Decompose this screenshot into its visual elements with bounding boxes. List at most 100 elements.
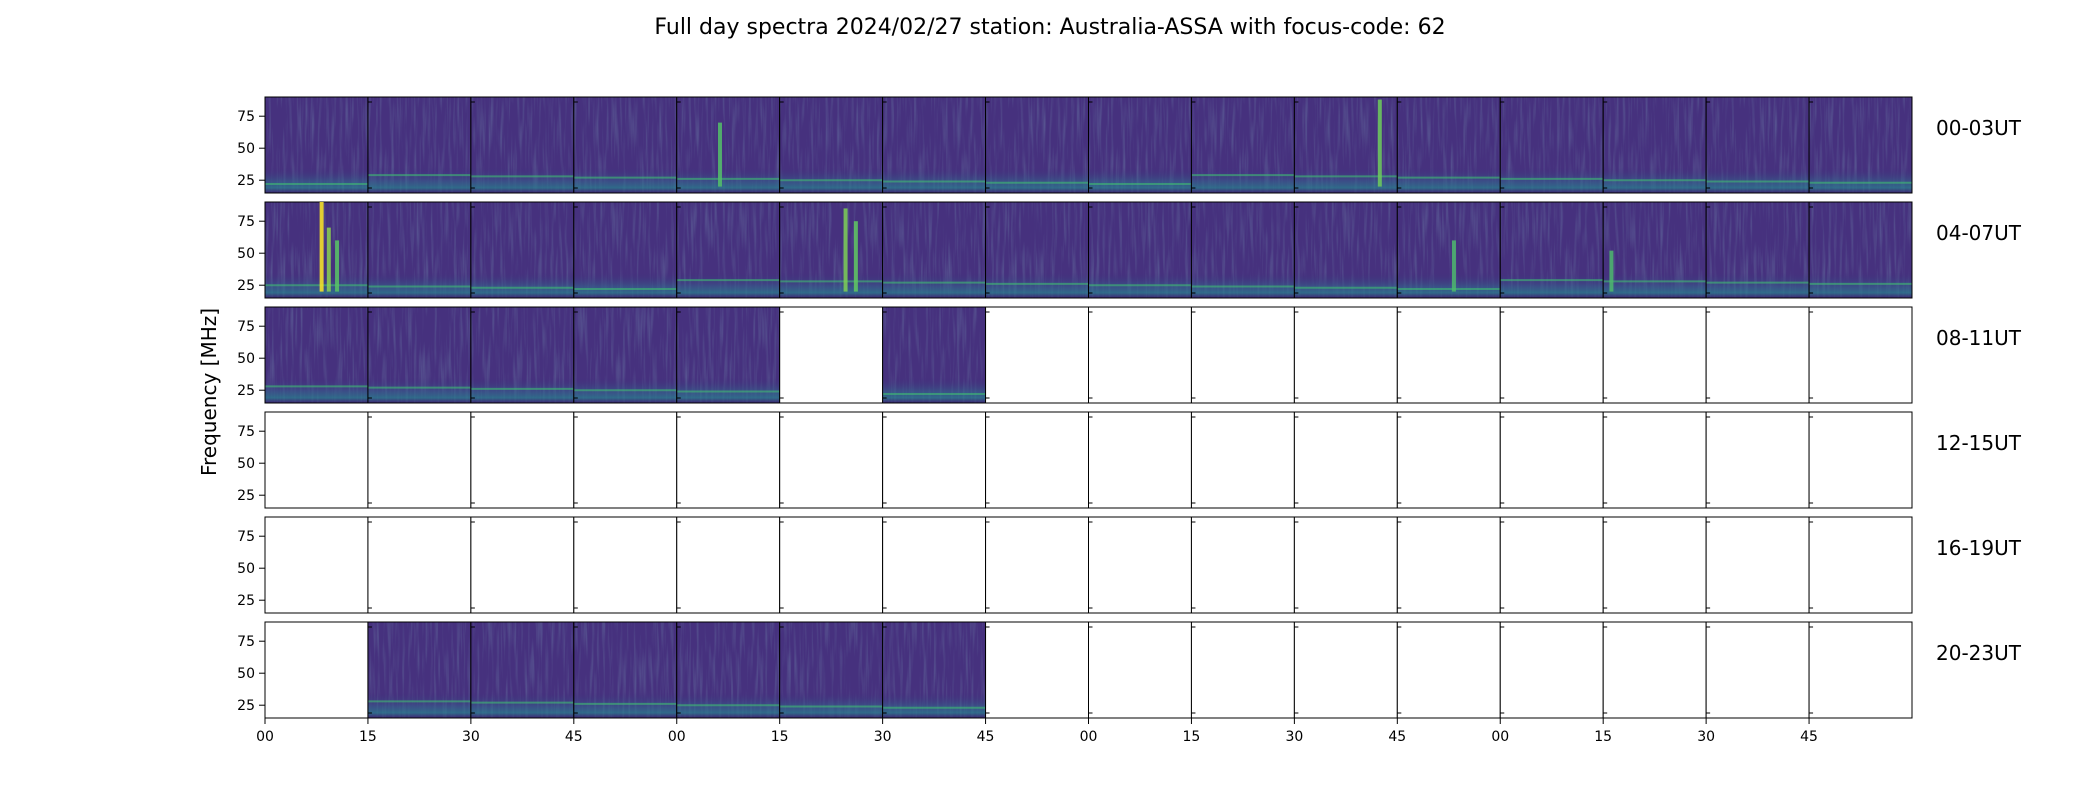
row-label: 16-19UT: [1936, 536, 2022, 560]
radio-burst: [319, 202, 324, 292]
x-tick-label: 15: [359, 729, 377, 745]
spectrum-panel: [1293, 96, 1398, 194]
empty-panel: [1500, 517, 1604, 613]
spectrum-panel: [1396, 96, 1501, 194]
empty-panel: [1809, 517, 1912, 613]
y-tick-label: 50: [237, 351, 255, 367]
low-frequency-band: [882, 692, 986, 718]
spectrum-panel: [1396, 621, 1501, 719]
spectrum-panel: [882, 201, 987, 299]
spectrum-panel: [676, 516, 781, 614]
low-frequency-band: [573, 692, 677, 718]
spectrum-panel: [779, 621, 884, 719]
low-frequency-band: [1397, 167, 1501, 193]
spectrum-panel: [367, 411, 472, 509]
y-tick-label: 50: [237, 561, 255, 577]
spectrum-panel: [1190, 201, 1295, 299]
spectrum-panel: [1088, 96, 1192, 194]
empty-panel: [1809, 307, 1912, 403]
spectrum-panel: [676, 96, 781, 194]
empty-panel: [882, 517, 986, 613]
spectrum-panel: [470, 411, 575, 509]
x-axis: 00 15 30 45 00 15 30 45 00 15 30 45 00 15 30 45: [256, 718, 1818, 745]
spectrum-panel: [573, 306, 678, 404]
empty-panel: [470, 412, 574, 508]
y-tick-label: 50: [237, 666, 255, 682]
x-tick-label: 00: [668, 729, 686, 745]
spectrum-panel: [367, 516, 472, 614]
y-tick-label: 25: [237, 698, 255, 714]
empty-panel: [676, 412, 780, 508]
spectrum-panel: [1705, 201, 1810, 299]
spectrum-panel: [1293, 516, 1398, 614]
spectrum-panel: [676, 201, 781, 299]
spectrum-panel: [1602, 96, 1707, 194]
spectrum-panel: [1088, 516, 1192, 614]
y-tick-label: 25: [237, 173, 255, 189]
radio-burst: [335, 240, 340, 292]
y-axis-label: Frequency [MHz]: [197, 308, 221, 476]
x-tick-label: 45: [1800, 729, 1818, 745]
low-frequency-band: [985, 272, 1089, 298]
spectrum-panel: [470, 516, 575, 614]
spectrum-panel: [1499, 621, 1604, 719]
spectrum-panel: [1602, 201, 1707, 299]
spectrum-panel: [470, 201, 575, 299]
radio-burst: [853, 221, 858, 292]
y-tick-label: 25: [237, 593, 255, 609]
spectrum-panel: [1293, 306, 1398, 404]
empty-panel: [1191, 412, 1295, 508]
y-tick-label: 25: [237, 383, 255, 399]
low-frequency-band: [985, 167, 1089, 193]
low-frequency-band: [470, 692, 574, 718]
empty-panel: [1706, 412, 1810, 508]
empty-panel: [1500, 307, 1604, 403]
low-frequency-band: [265, 167, 368, 193]
empty-panel: [1809, 622, 1912, 718]
low-frequency-band: [1191, 272, 1295, 298]
spectrum-panel: [573, 411, 678, 509]
spectrum-panel: [1190, 516, 1295, 614]
spectrum-panel: [1190, 411, 1295, 509]
x-tick-label: 45: [1388, 729, 1406, 745]
spectrum-panel: [264, 201, 369, 299]
low-frequency-band: [882, 377, 986, 403]
empty-panel: [779, 517, 883, 613]
empty-panel: [573, 412, 677, 508]
y-tick-label: 50: [237, 246, 255, 262]
row-label: 08-11UT: [1936, 326, 2022, 350]
spectrum-panel: [367, 621, 472, 719]
row-16-19UT: 25 50 75 16-19UT: [237, 516, 2022, 614]
spectrum-panel: [1602, 621, 1707, 719]
empty-panel: [1603, 622, 1707, 718]
low-frequency-band: [1603, 272, 1707, 298]
spectrum-panel: [367, 201, 472, 299]
low-frequency-band: [367, 167, 471, 193]
x-tick-label: 30: [1697, 729, 1715, 745]
y-tick-label: 50: [237, 456, 255, 472]
empty-panel: [1500, 622, 1604, 718]
x-tick-label: 15: [771, 729, 789, 745]
row-00-03UT: 25 50 75 00-03UT: [237, 96, 2022, 194]
y-tick-label: 75: [237, 424, 255, 440]
low-frequency-band: [470, 272, 574, 298]
spectrum-panel: [1293, 201, 1398, 299]
panel-frame: [1808, 411, 1913, 509]
empty-panel: [1294, 412, 1398, 508]
empty-panel: [1603, 412, 1707, 508]
empty-panel: [470, 517, 574, 613]
panel-frame: [1808, 621, 1913, 719]
spectrum-panel: [573, 96, 678, 194]
empty-panel: [1088, 622, 1192, 718]
spectrum-panel: [367, 306, 472, 404]
low-frequency-band: [1809, 167, 1912, 193]
spectrum-panel: [882, 516, 987, 614]
row-08-11UT: 25 50 75 08-11UT: [237, 306, 2022, 404]
spectrum-panel: [264, 621, 369, 719]
spectrum-panel: [985, 516, 1089, 614]
y-tick-label: 75: [237, 109, 255, 125]
x-tick-label: 15: [1183, 729, 1201, 745]
spectrum-panel: [1808, 201, 1913, 299]
spectrum-panel: [1396, 201, 1501, 299]
